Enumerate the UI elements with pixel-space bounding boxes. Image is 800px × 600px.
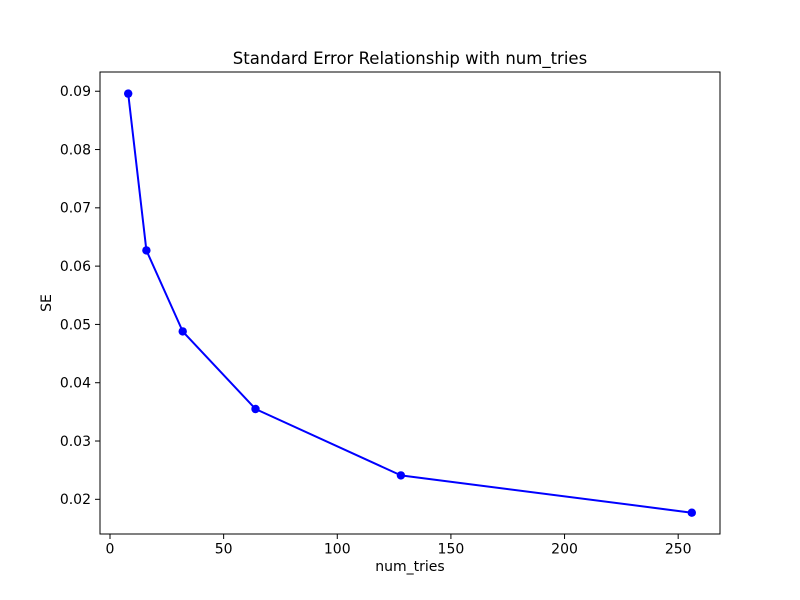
- axes-border: [99, 71, 721, 535]
- data-line: [127, 92, 693, 514]
- y-tick-label: 0.08: [60, 142, 91, 158]
- x-axis-label: num_tries: [375, 559, 444, 575]
- y-tick-label: 0.04: [60, 376, 91, 392]
- data-series: [124, 89, 696, 517]
- data-point-marker: [396, 471, 406, 480]
- data-point-marker: [251, 404, 260, 414]
- y-axis: 0.02 0.03 0.04 0.05 0.06 0.07 0.08 0.09: [60, 84, 100, 508]
- x-tick-label: 200: [551, 542, 578, 558]
- x-tick-label: 250: [665, 542, 692, 558]
- y-tick-label: 0.02: [60, 492, 91, 508]
- x-tick-label: 100: [324, 542, 351, 558]
- x-tick-label: 50: [215, 542, 233, 558]
- y-tick-label: 0.06: [60, 259, 91, 275]
- plot-area: [100, 72, 720, 534]
- data-point-marker: [142, 246, 151, 255]
- y-axis-label: SE: [39, 294, 55, 312]
- data-point-marker: [687, 508, 696, 517]
- data-point-marker: [124, 89, 133, 98]
- chart-title: Standard Error Relationship with num_tri…: [233, 49, 587, 69]
- y-tick-label: 0.05: [60, 317, 91, 333]
- y-tick-label: 0.07: [60, 201, 91, 217]
- data-point-marker: [178, 327, 187, 336]
- x-axis: 0 50 100 150 200 250: [106, 534, 692, 558]
- x-tick-label: 0: [106, 542, 115, 558]
- x-tick-label: 150: [438, 542, 465, 558]
- y-tick-label: 0.09: [60, 84, 91, 100]
- y-tick-label: 0.03: [60, 434, 91, 450]
